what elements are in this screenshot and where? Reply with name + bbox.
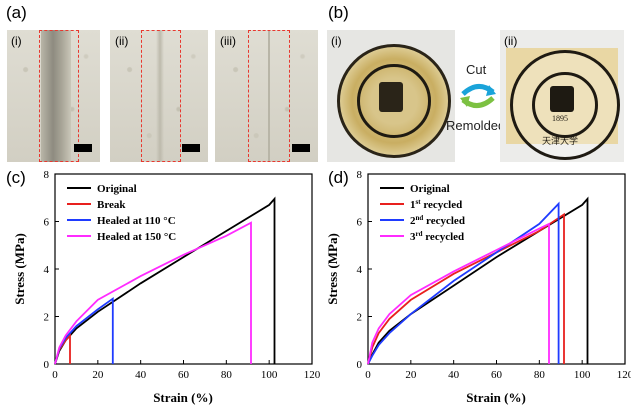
plot-frame bbox=[367, 173, 626, 365]
legend-label: 1st recycled bbox=[410, 198, 462, 211]
seal-inner-ring bbox=[357, 64, 431, 138]
crack-band bbox=[268, 30, 270, 162]
photo-original-seal: (i) bbox=[327, 30, 455, 162]
y-ticks: 0 2 4 6 8 bbox=[357, 169, 372, 371]
seal-year: 1895 bbox=[552, 114, 568, 123]
y-axis-label: Stress (MPa) bbox=[12, 233, 27, 305]
y-tick-label: 2 bbox=[357, 312, 363, 324]
legend-label: Original bbox=[410, 183, 450, 195]
panel-c-label: (c) bbox=[6, 168, 26, 187]
series-line-2nd-recycled bbox=[367, 201, 560, 365]
scale-bar bbox=[74, 144, 92, 152]
dashed-region-box bbox=[141, 30, 181, 162]
x-tick-label: 100 bbox=[574, 369, 591, 381]
remolded-label: Remolded bbox=[446, 118, 506, 133]
scale-bar bbox=[182, 144, 200, 152]
series-line-1st-recycled bbox=[367, 212, 565, 365]
sub-label-a-iii: (iii) bbox=[220, 34, 236, 48]
x-tick-label: 20 bbox=[405, 369, 417, 381]
stress-strain-chart-d: 0 20 40 60 80 100 120 0 2 4 6 8 Original 1st recycl… bbox=[325, 169, 631, 405]
x-tick-label: 20 bbox=[92, 369, 104, 381]
micrograph-iii bbox=[215, 30, 318, 162]
cut-label: Cut bbox=[466, 62, 487, 77]
sub-label-a-ii: (ii) bbox=[115, 34, 129, 48]
x-tick-label: 0 bbox=[52, 369, 58, 381]
x-tick-label: 100 bbox=[261, 369, 278, 381]
series-line-3rd-recycled bbox=[367, 222, 550, 365]
seal-emblem bbox=[379, 82, 403, 112]
crack-band bbox=[156, 30, 164, 162]
x-tick-label: 80 bbox=[534, 369, 546, 381]
y-tick-label: 0 bbox=[357, 359, 363, 371]
seal-emblem bbox=[550, 86, 574, 112]
crack-band bbox=[41, 30, 71, 162]
x-tick-label: 60 bbox=[491, 369, 503, 381]
legend: Original 1st recycled 2nd recycled 3rd recy… bbox=[380, 183, 465, 243]
sub-label-b-ii: (ii) bbox=[504, 34, 518, 48]
legend-label: 2nd recycled bbox=[410, 214, 465, 227]
series-lines bbox=[54, 196, 276, 365]
seal-inner-ring bbox=[532, 72, 598, 138]
plot-frame bbox=[54, 173, 313, 365]
legend-label: Break bbox=[97, 199, 126, 211]
micrograph-ii bbox=[110, 30, 208, 162]
micrograph-texture bbox=[215, 30, 318, 162]
x-ticks: 0 20 40 60 80 100 120 bbox=[52, 360, 321, 381]
legend-label: Healed at 110 °C bbox=[97, 215, 176, 227]
x-tick-label: 120 bbox=[617, 369, 631, 381]
series-line-healed-at-150-c bbox=[54, 221, 252, 365]
legend-label: 3rd recycled bbox=[410, 230, 464, 243]
y-tick-label: 2 bbox=[44, 312, 50, 324]
panel-a-label: (a) bbox=[6, 3, 27, 22]
y-tick-label: 4 bbox=[44, 264, 50, 276]
panel-d-label: (d) bbox=[328, 168, 349, 187]
y-tick-label: 8 bbox=[357, 169, 363, 181]
legend: Original Break Healed at 110 °C Healed at 1… bbox=[67, 183, 176, 243]
x-tick-label: 80 bbox=[221, 369, 233, 381]
y-ticks: 0 2 4 6 8 bbox=[44, 169, 59, 371]
y-tick-label: 6 bbox=[44, 217, 50, 229]
recycle-arrows-icon bbox=[460, 84, 496, 108]
dashed-region-box bbox=[248, 30, 290, 162]
y-tick-label: 4 bbox=[357, 264, 363, 276]
seal-chinese-text: 天津大学 bbox=[542, 137, 579, 147]
sub-label-a-i: (i) bbox=[11, 34, 22, 48]
x-tick-label: 40 bbox=[448, 369, 460, 381]
scale-bar bbox=[292, 144, 310, 152]
panel-b-label: (b) bbox=[328, 3, 349, 22]
dashed-region-box bbox=[39, 30, 79, 162]
seal-film bbox=[337, 44, 451, 158]
y-tick-label: 8 bbox=[44, 169, 50, 181]
x-tick-label: 120 bbox=[304, 369, 321, 381]
x-tick-label: 60 bbox=[178, 369, 190, 381]
y-tick-label: 0 bbox=[44, 359, 50, 371]
legend-label: Original bbox=[97, 183, 137, 195]
series-lines bbox=[367, 196, 589, 365]
stress-strain-chart-c: 0 20 40 60 80 100 120 0 2 4 6 8 Original Break Heale… bbox=[12, 169, 321, 405]
photo-remolded-seal: 1895 天津大学 (ii) bbox=[500, 30, 624, 162]
micrograph-i bbox=[7, 30, 100, 162]
legend-label: Healed at 150 °C bbox=[97, 231, 176, 243]
x-ticks: 0 20 40 60 80 100 120 bbox=[365, 360, 631, 381]
sub-label-b-i: (i) bbox=[331, 34, 342, 48]
x-axis-label: Strain (%) bbox=[466, 390, 526, 405]
y-tick-label: 6 bbox=[357, 217, 363, 229]
series-line-original bbox=[367, 196, 589, 365]
y-axis-label: Stress (MPa) bbox=[325, 233, 340, 305]
x-tick-label: 0 bbox=[365, 369, 371, 381]
x-tick-label: 40 bbox=[135, 369, 147, 381]
x-axis-label: Strain (%) bbox=[153, 390, 213, 405]
